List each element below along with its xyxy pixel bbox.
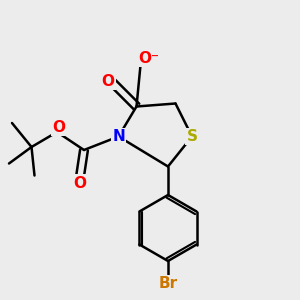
Text: O: O bbox=[101, 74, 115, 88]
Text: S: S bbox=[187, 129, 197, 144]
Text: O: O bbox=[52, 120, 65, 135]
Text: O: O bbox=[73, 176, 86, 190]
Text: N: N bbox=[112, 129, 125, 144]
Text: Br: Br bbox=[158, 276, 178, 291]
Text: O⁻: O⁻ bbox=[138, 51, 159, 66]
